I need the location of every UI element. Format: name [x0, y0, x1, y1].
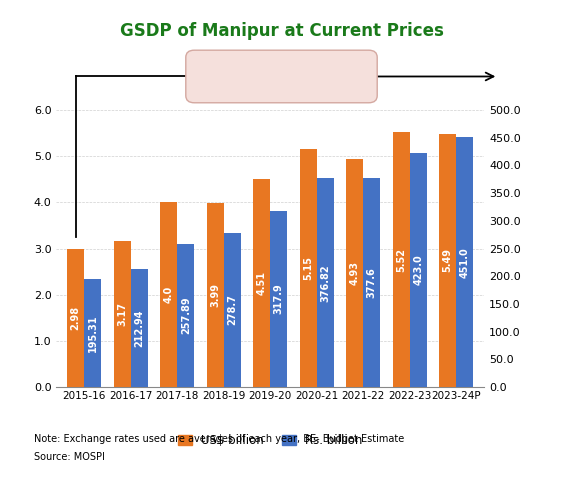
Text: GSDP of Manipur at Current Prices: GSDP of Manipur at Current Prices — [119, 22, 444, 40]
Bar — [67, 250, 84, 387]
Text: 317.9: 317.9 — [274, 283, 284, 315]
Bar — [456, 137, 473, 387]
Bar — [253, 179, 270, 387]
Text: 4.0: 4.0 — [164, 286, 173, 304]
Bar — [270, 211, 288, 387]
Text: 3.99: 3.99 — [210, 283, 220, 307]
Text: 377.6: 377.6 — [367, 267, 377, 298]
Text: 5.49: 5.49 — [443, 249, 453, 272]
Bar — [317, 178, 334, 387]
Bar — [114, 241, 131, 387]
FancyBboxPatch shape — [186, 50, 377, 103]
Legend: US$ billion, Rs. billion: US$ billion, Rs. billion — [173, 430, 368, 452]
Text: 3.17: 3.17 — [117, 302, 127, 326]
Bar — [160, 202, 177, 387]
Bar — [439, 133, 456, 387]
Text: 212.94: 212.94 — [135, 309, 144, 347]
Bar — [363, 178, 381, 387]
Text: 257.89: 257.89 — [181, 297, 191, 335]
Text: CAGR (In Rs.) 11.03%: CAGR (In Rs.) 11.03% — [206, 70, 357, 83]
Text: 451.0: 451.0 — [460, 247, 470, 278]
Text: 376.82: 376.82 — [320, 264, 330, 302]
Text: Note: Exchange rates used are averages of each year, BE- Budget Estimate: Note: Exchange rates used are averages o… — [34, 434, 404, 444]
Text: 423.0: 423.0 — [413, 254, 423, 285]
Bar — [300, 149, 317, 387]
Text: Source: MOSPI: Source: MOSPI — [34, 452, 105, 462]
Text: 195.31: 195.31 — [88, 314, 98, 352]
Text: 4.51: 4.51 — [257, 271, 267, 295]
Bar — [410, 152, 427, 387]
Text: 2.98: 2.98 — [70, 306, 81, 330]
Bar — [392, 132, 410, 387]
Text: 5.15: 5.15 — [303, 256, 313, 280]
Bar — [177, 244, 194, 387]
Text: 278.7: 278.7 — [227, 294, 238, 326]
Bar — [84, 279, 101, 387]
Bar — [207, 203, 224, 387]
Bar — [131, 269, 148, 387]
Text: 4.93: 4.93 — [350, 261, 360, 285]
Text: 5.52: 5.52 — [396, 248, 406, 272]
Bar — [346, 159, 363, 387]
Bar — [224, 233, 241, 387]
